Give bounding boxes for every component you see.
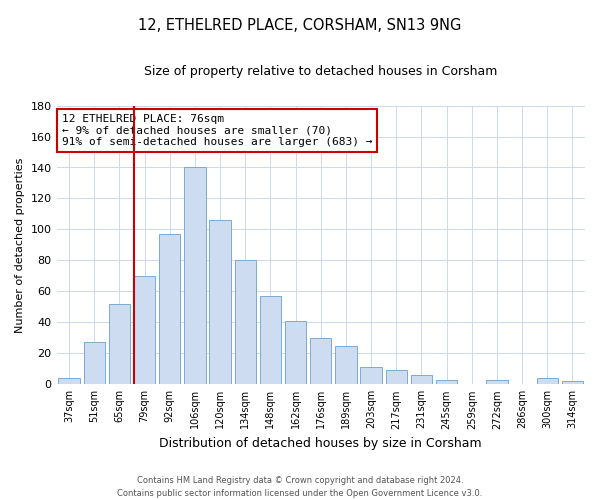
Bar (184, 168, 206, 384)
Bar (411, 375, 432, 384)
Bar (310, 338, 331, 384)
Bar (386, 370, 407, 384)
Bar (285, 321, 307, 384)
Text: 12, ETHELRED PLACE, CORSHAM, SN13 9NG: 12, ETHELRED PLACE, CORSHAM, SN13 9NG (139, 18, 461, 32)
Bar (235, 260, 256, 384)
Bar (361, 368, 382, 384)
Text: 12 ETHELRED PLACE: 76sqm
← 9% of detached houses are smaller (70)
91% of semi-de: 12 ETHELRED PLACE: 76sqm ← 9% of detache… (62, 114, 373, 147)
Title: Size of property relative to detached houses in Corsham: Size of property relative to detached ho… (144, 65, 497, 78)
Bar (536, 378, 558, 384)
X-axis label: Distribution of detached houses by size in Corsham: Distribution of detached houses by size … (160, 437, 482, 450)
Bar (209, 220, 231, 384)
Bar (486, 380, 508, 384)
Y-axis label: Number of detached properties: Number of detached properties (15, 157, 25, 332)
Bar (83, 342, 105, 384)
Bar (159, 234, 181, 384)
Bar (562, 381, 583, 384)
Bar (58, 378, 80, 384)
Bar (134, 276, 155, 384)
Bar (436, 380, 457, 384)
Text: Contains HM Land Registry data © Crown copyright and database right 2024.
Contai: Contains HM Land Registry data © Crown c… (118, 476, 482, 498)
Bar (260, 296, 281, 384)
Bar (109, 304, 130, 384)
Bar (335, 346, 356, 385)
